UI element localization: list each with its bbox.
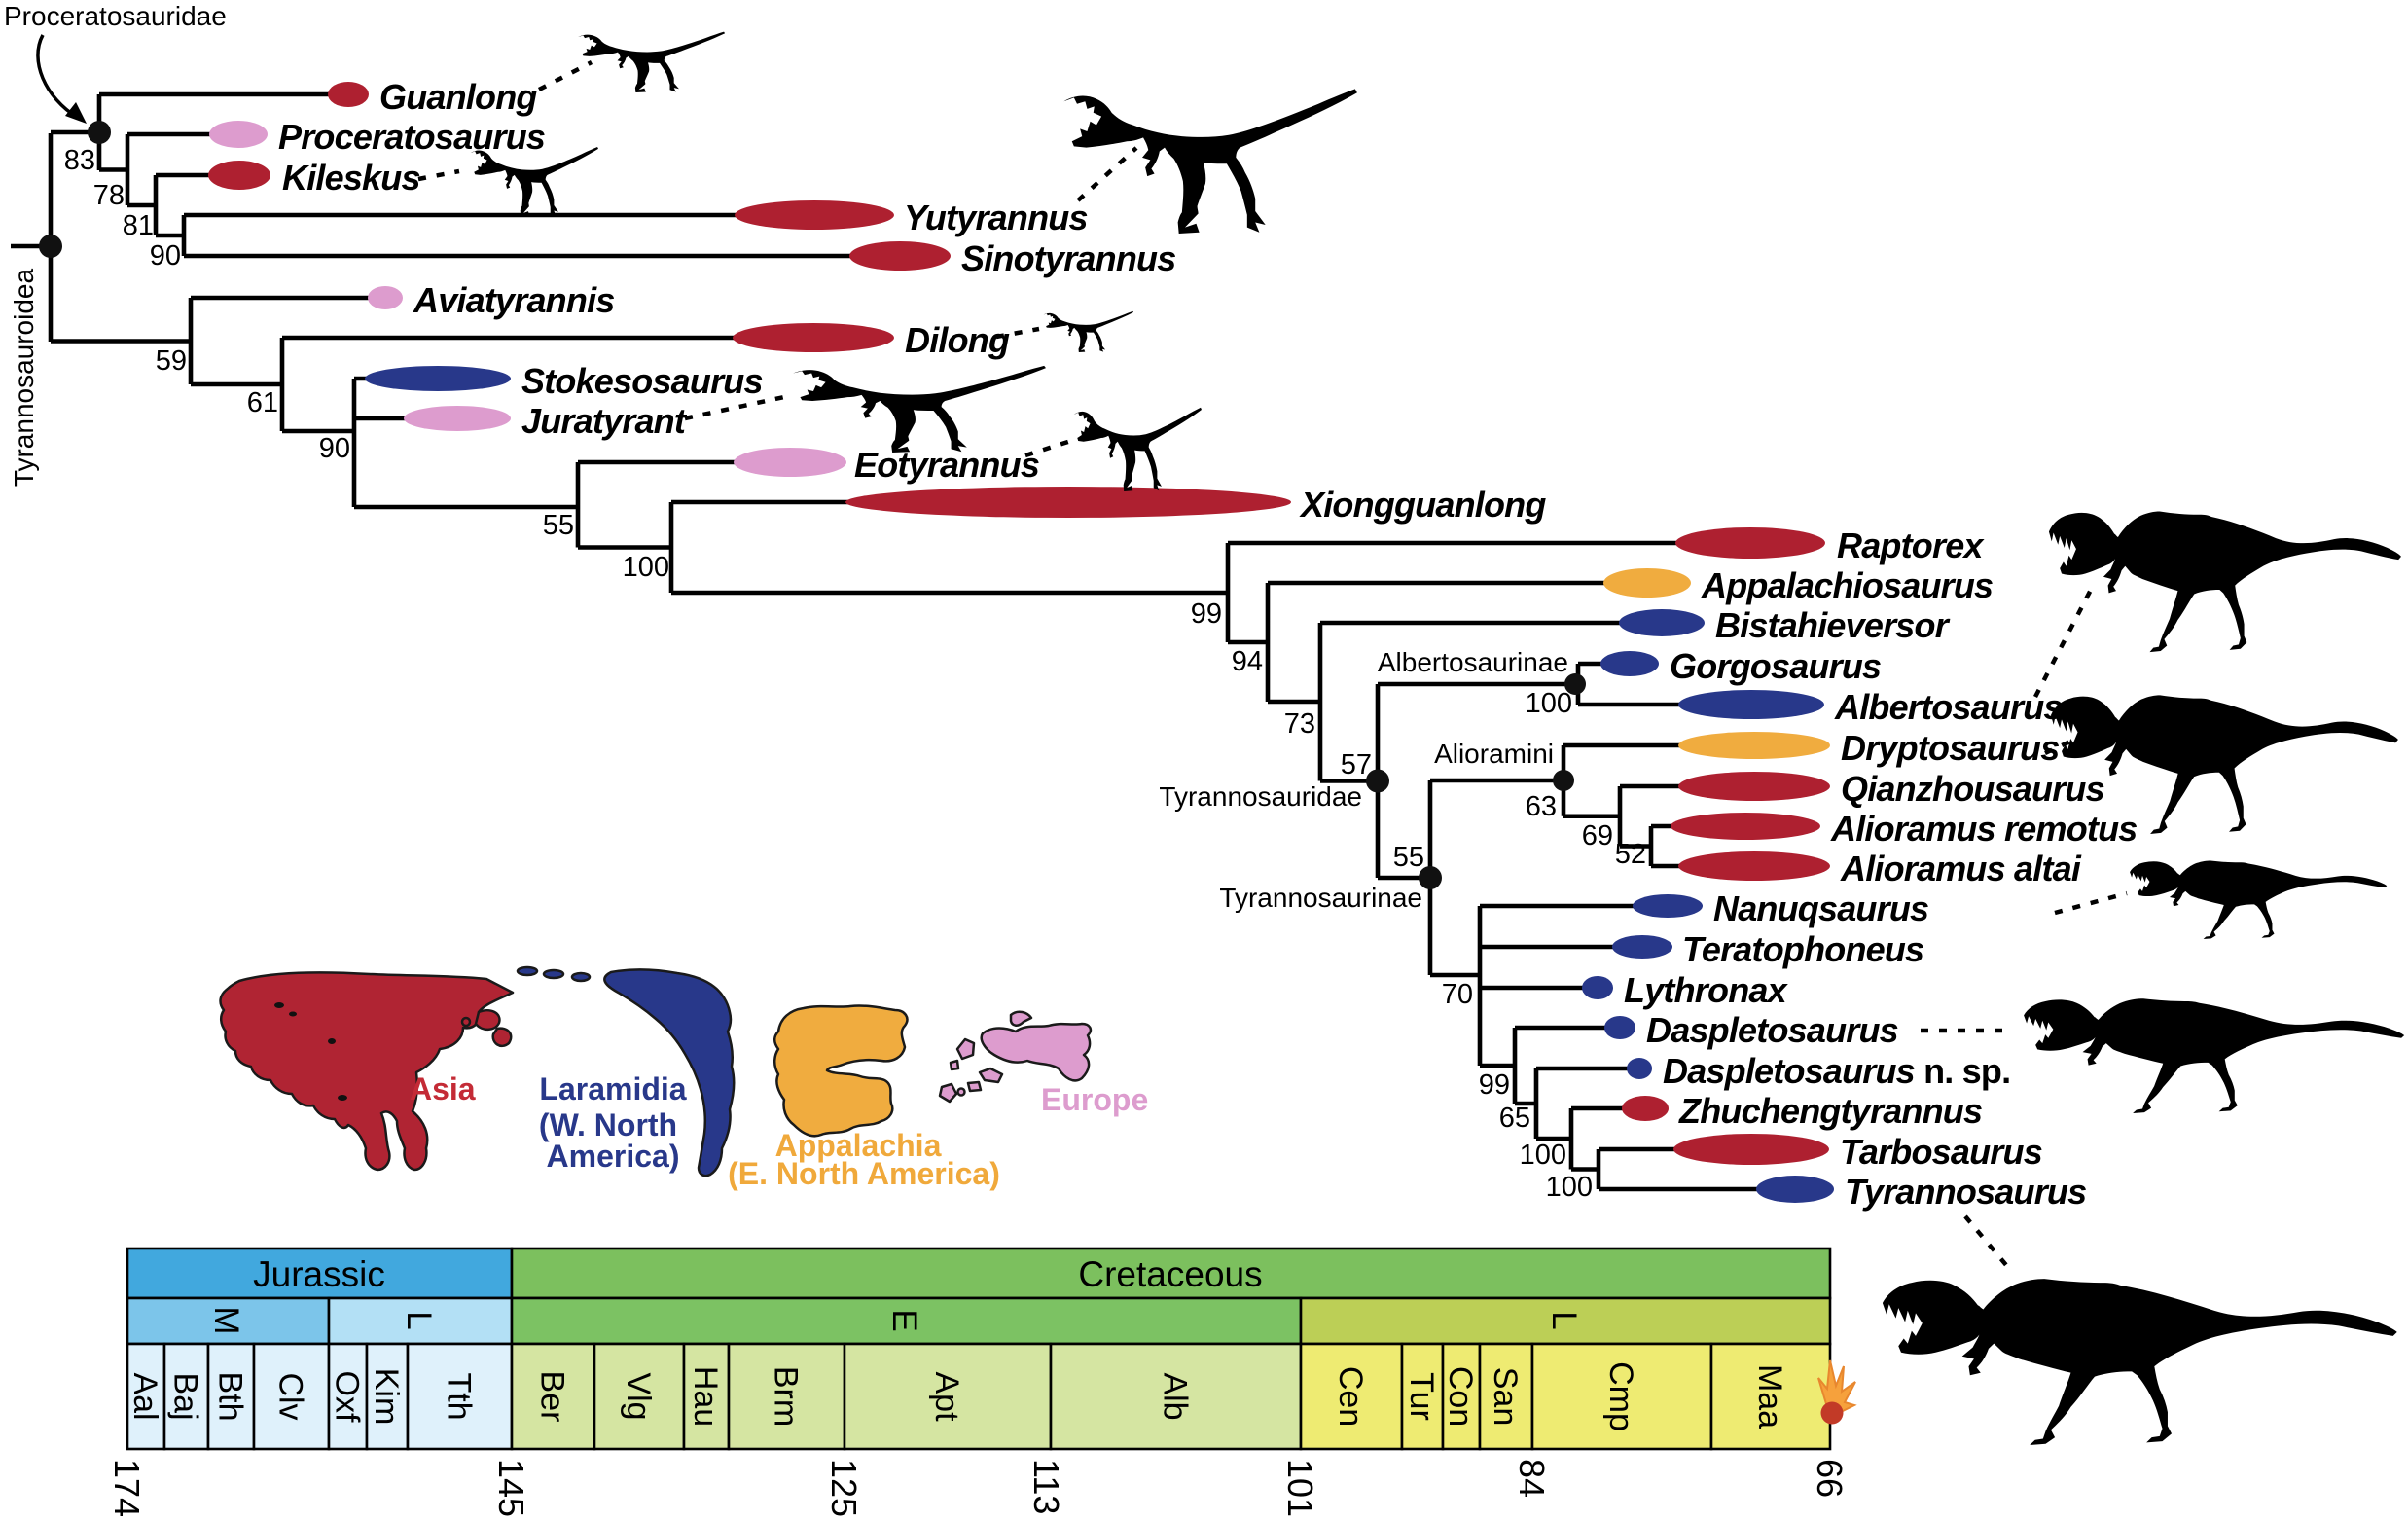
svg-text:Stokesosaurus: Stokesosaurus	[521, 361, 763, 401]
svg-text:Daspletosaurus: Daspletosaurus	[1646, 1010, 1898, 1050]
svg-text:Asia: Asia	[410, 1071, 476, 1106]
svg-text:Nanuqsaurus: Nanuqsaurus	[1713, 888, 1928, 928]
svg-text:Appalachia: Appalachia	[775, 1128, 942, 1163]
svg-text:M: M	[207, 1306, 245, 1334]
svg-text:84: 84	[1512, 1459, 1552, 1498]
svg-text:Dilong: Dilong	[905, 320, 1010, 360]
svg-text:Laramidia: Laramidia	[539, 1071, 686, 1106]
svg-text:Ber: Ber	[534, 1371, 571, 1423]
svg-text:90: 90	[150, 240, 181, 272]
svg-text:Bistahieversor: Bistahieversor	[1715, 605, 1951, 645]
svg-text:Tyrannosauroidea: Tyrannosauroidea	[9, 269, 39, 488]
svg-text:Aal: Aal	[126, 1372, 163, 1420]
svg-text:Con: Con	[1442, 1366, 1479, 1427]
svg-text:Tarbosaurus: Tarbosaurus	[1840, 1132, 2042, 1172]
svg-text:(W. North: (W. North	[539, 1107, 677, 1142]
svg-text:73: 73	[1284, 708, 1315, 740]
svg-text:E: E	[885, 1309, 923, 1331]
svg-text:Daspletosaurus n. sp.: Daspletosaurus n. sp.	[1663, 1051, 2010, 1091]
svg-text:Bth: Bth	[212, 1371, 249, 1421]
svg-text:Sinotyrannus: Sinotyrannus	[961, 238, 1175, 278]
svg-text:90: 90	[319, 433, 350, 464]
svg-text:Albertosaurinae: Albertosaurinae	[1378, 647, 1568, 677]
svg-text:100: 100	[623, 552, 669, 583]
svg-text:Cen: Cen	[1332, 1366, 1369, 1427]
svg-text:59: 59	[156, 345, 187, 377]
svg-text:Alioramus altai: Alioramus altai	[1840, 849, 2082, 888]
svg-text:Lythronax: Lythronax	[1624, 970, 1789, 1010]
svg-text:Qianzhousaurus: Qianzhousaurus	[1841, 769, 2104, 809]
svg-text:Alioramini: Alioramini	[1434, 739, 1554, 769]
svg-text:70: 70	[1442, 979, 1473, 1010]
svg-text:Kileskus: Kileskus	[282, 158, 420, 198]
svg-text:(E. North America): (E. North America)	[728, 1156, 1000, 1191]
svg-text:52: 52	[1615, 839, 1646, 870]
svg-text:100: 100	[1546, 1172, 1593, 1203]
svg-text:Kim: Kim	[368, 1368, 405, 1426]
svg-text:94: 94	[1232, 646, 1263, 677]
svg-text:Cretaceous: Cretaceous	[1078, 1254, 1262, 1294]
svg-text:101: 101	[1280, 1459, 1320, 1517]
svg-text:Cmp: Cmp	[1602, 1361, 1639, 1431]
svg-text:174: 174	[107, 1459, 147, 1517]
svg-text:Jurassic: Jurassic	[253, 1254, 385, 1294]
svg-text:Hau: Hau	[687, 1366, 724, 1427]
svg-text:L: L	[1545, 1311, 1583, 1329]
svg-text:66: 66	[1810, 1459, 1850, 1498]
svg-text:55: 55	[1393, 842, 1424, 873]
svg-text:78: 78	[93, 180, 125, 211]
svg-text:69: 69	[1582, 820, 1613, 851]
svg-text:Clv: Clv	[272, 1372, 309, 1420]
svg-text:100: 100	[1526, 688, 1572, 719]
svg-text:61: 61	[247, 387, 278, 418]
svg-text:113: 113	[1026, 1459, 1066, 1514]
svg-text:Alb: Alb	[1157, 1372, 1194, 1420]
svg-text:125: 125	[824, 1459, 864, 1517]
svg-text:83: 83	[64, 145, 95, 176]
svg-text:65: 65	[1499, 1103, 1530, 1134]
svg-text:Aviatyrannis: Aviatyrannis	[413, 280, 615, 320]
svg-text:Proceratosaurus: Proceratosaurus	[278, 117, 545, 157]
svg-text:Alioramus remotus: Alioramus remotus	[1830, 809, 2137, 849]
svg-text:Apt: Apt	[928, 1371, 965, 1422]
svg-text:Tur: Tur	[1403, 1372, 1440, 1421]
svg-text:81: 81	[123, 210, 154, 241]
svg-text:63: 63	[1526, 791, 1557, 822]
svg-text:Zhuchengtyrannus: Zhuchengtyrannus	[1678, 1091, 1982, 1131]
svg-text:Proceratosauridae: Proceratosauridae	[4, 1, 227, 31]
svg-text:Albertosaurus: Albertosaurus	[1834, 687, 2063, 727]
svg-text:Juratyrant: Juratyrant	[521, 401, 688, 441]
svg-text:Xiongguanlong: Xiongguanlong	[1299, 485, 1546, 525]
svg-text:Maa: Maa	[1751, 1364, 1788, 1429]
svg-text:Tth: Tth	[441, 1372, 478, 1420]
svg-text:Yutyrannus: Yutyrannus	[904, 198, 1088, 237]
svg-text:Appalachiosaurus: Appalachiosaurus	[1701, 565, 1993, 605]
svg-text:Baj: Baj	[167, 1372, 204, 1420]
svg-text:145: 145	[491, 1459, 531, 1517]
svg-text:Guanlong: Guanlong	[379, 77, 537, 117]
svg-text:San: San	[1487, 1367, 1524, 1427]
svg-text:100: 100	[1520, 1140, 1566, 1171]
svg-text:55: 55	[543, 510, 574, 541]
svg-text:Tyrannosaurus: Tyrannosaurus	[1845, 1172, 2086, 1212]
svg-text:Tyrannosaurinae: Tyrannosaurinae	[1219, 883, 1422, 913]
svg-text:Raptorex: Raptorex	[1837, 525, 1985, 565]
svg-text:99: 99	[1479, 1069, 1510, 1101]
svg-text:L: L	[400, 1311, 438, 1329]
svg-text:Vlg: Vlg	[620, 1372, 657, 1420]
svg-text:Teratophoneus: Teratophoneus	[1682, 929, 1923, 969]
svg-text:Dryptosaurus: Dryptosaurus	[1841, 728, 2059, 768]
svg-text:Eotyrannus: Eotyrannus	[854, 445, 1039, 485]
svg-text:Oxf: Oxf	[329, 1371, 366, 1423]
svg-text:Tyrannosauridae: Tyrannosauridae	[1159, 781, 1362, 812]
svg-text:Brm: Brm	[768, 1366, 805, 1427]
svg-text:99: 99	[1191, 598, 1222, 630]
svg-text:Europe: Europe	[1041, 1082, 1148, 1117]
svg-text:America): America)	[547, 1139, 680, 1174]
svg-text:Gorgosaurus: Gorgosaurus	[1670, 646, 1881, 686]
svg-text:57: 57	[1341, 749, 1372, 780]
